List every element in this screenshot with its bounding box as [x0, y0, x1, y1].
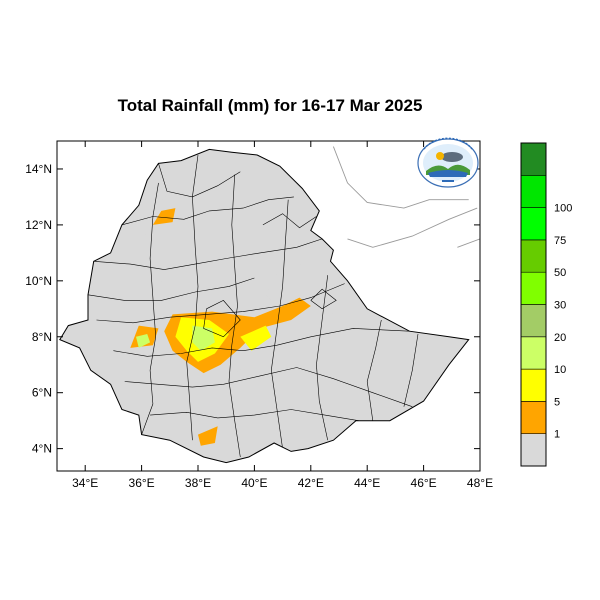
coastline-segment: [332, 146, 469, 209]
legend-swatch: [520, 207, 547, 241]
lon-tick-label: 38°E: [185, 476, 211, 490]
rainfall-zone: [136, 401, 156, 427]
legend-swatch: [520, 175, 547, 208]
lon-tick-label: 42°E: [298, 476, 324, 490]
admin-boundaries: [87, 154, 419, 458]
legend-swatch: [520, 239, 547, 273]
map-frame: [56, 140, 481, 472]
legend-label: 100: [554, 203, 572, 215]
national-meteorology-agency-logo-icon: [417, 137, 479, 188]
admin-boundary-line: [96, 283, 345, 324]
rainfall-zone: [167, 415, 235, 449]
admin-boundary-line: [262, 213, 317, 229]
lat-tick-label: 4°N: [32, 442, 52, 456]
legend-swatch: [520, 401, 547, 434]
map-area: [57, 141, 480, 471]
lon-tick-label: 40°E: [241, 476, 267, 490]
country-border: [59, 148, 470, 464]
legend-swatch: [520, 304, 547, 338]
lat-tick-label: 8°N: [32, 330, 52, 344]
admin-boundary-line: [150, 409, 359, 421]
lat-tick-label: 10°N: [25, 274, 52, 288]
rainfall-zone: [265, 252, 306, 304]
longitude-axis: 34°E 36°E 38°E 40°E 42°E 44°E 46°E 48°E: [72, 141, 493, 490]
legend-label: 5: [554, 396, 560, 408]
rainfall-zone: [189, 177, 215, 203]
legend-label: 75: [554, 235, 566, 247]
rainfall-zone: [214, 219, 246, 242]
admin-boundary-line: [124, 367, 413, 407]
lon-tick-label: 48°E: [467, 476, 493, 490]
lat-tick-label: 6°N: [32, 386, 52, 400]
admin-boundary-line: [203, 300, 241, 338]
legend-swatch: [520, 433, 547, 467]
legend-label: 10: [554, 364, 566, 376]
legend-label: 30: [554, 300, 566, 312]
legend-swatch: [520, 368, 547, 402]
coastline-lines: [332, 146, 480, 248]
legend-label: 1: [554, 429, 560, 441]
admin-boundary-line: [186, 154, 199, 441]
admin-boundary-line: [87, 277, 255, 301]
admin-boundary-line: [366, 319, 382, 421]
legend-frame: [520, 142, 547, 467]
rainfall-zone: [136, 334, 151, 348]
page-title: Total Rainfall (mm) for 16-17 Mar 2025: [117, 96, 423, 115]
legend-label: 50: [554, 267, 566, 279]
legend-label: 20: [554, 332, 566, 344]
legend-swatch: [520, 336, 547, 370]
latitude-axis: 14°N 12°N 10°N 8°N 6°N 4°N: [25, 162, 480, 456]
legend-swatch: [520, 271, 547, 305]
rainfall-zone: [240, 325, 272, 351]
lat-tick-label: 14°N: [25, 162, 52, 176]
rainfall-overlay: [62, 177, 339, 449]
legend-swatch: [520, 142, 547, 176]
rainfall-zone: [62, 325, 83, 343]
lon-tick-label: 36°E: [129, 476, 155, 490]
admin-boundary-line: [113, 328, 410, 357]
rainfall-zone: [192, 325, 215, 351]
coastline-segment: [457, 238, 480, 248]
lat-tick-label: 12°N: [25, 218, 52, 232]
rainfall-zone: [152, 208, 176, 225]
coastline-segment: [347, 207, 478, 248]
admin-boundary-line: [270, 199, 289, 449]
lon-tick-label: 44°E: [354, 476, 380, 490]
admin-boundary-line: [316, 275, 328, 441]
rainfall-legend: 1 5 10 20 30 50 75 100: [520, 142, 572, 467]
rainfall-zone: [198, 426, 218, 446]
admin-boundary-line: [93, 238, 323, 270]
admin-boundary-line: [141, 182, 159, 435]
admin-boundary-line: [310, 288, 337, 310]
admin-boundary-line: [403, 333, 419, 407]
lon-tick-label: 46°E: [411, 476, 437, 490]
lon-tick-label: 34°E: [72, 476, 98, 490]
